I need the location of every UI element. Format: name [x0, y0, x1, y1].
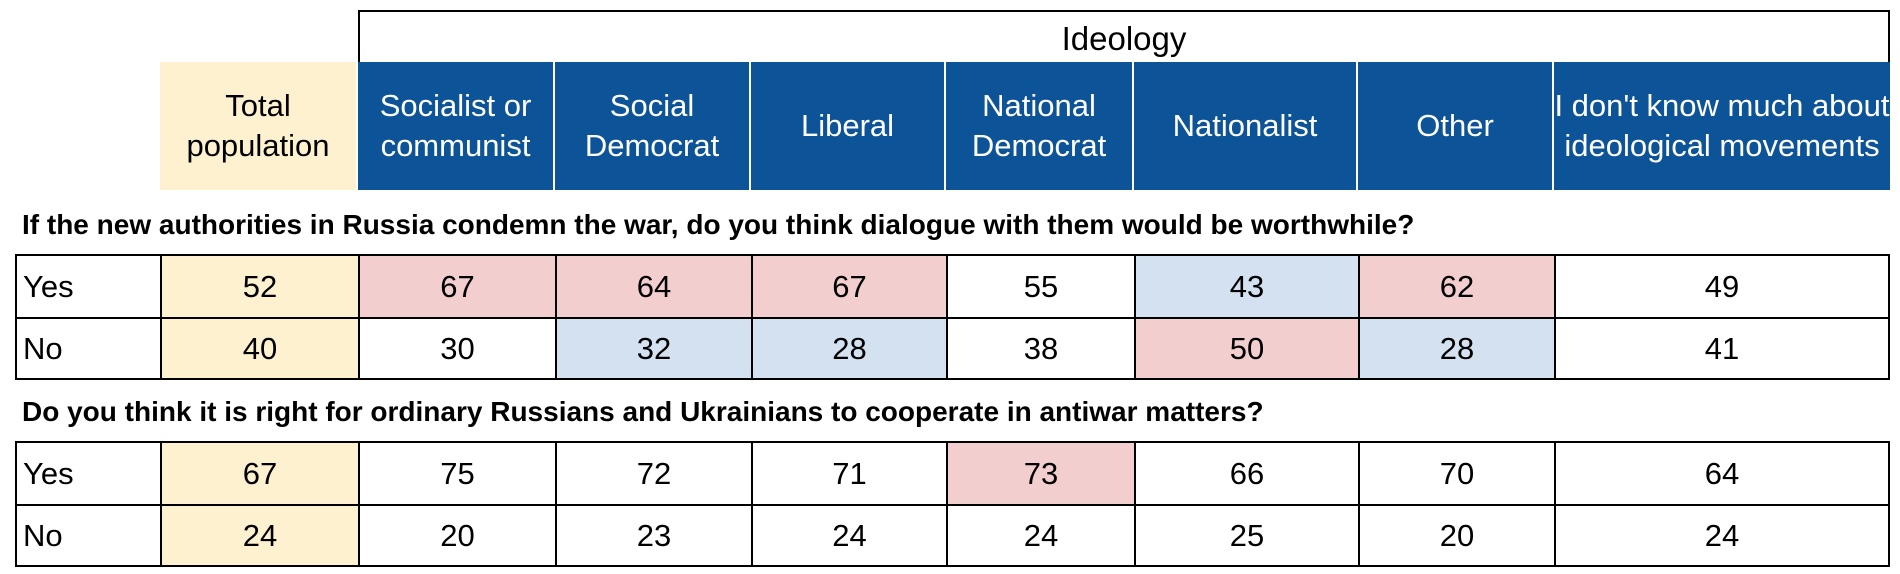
row-label-yes: Yes	[15, 441, 160, 504]
table-cell: 71	[751, 441, 946, 504]
table-cell: 67	[358, 254, 555, 317]
question-2: Do you think it is right for ordinary Ru…	[22, 396, 1264, 428]
table-cell: 40	[160, 317, 358, 380]
table-cell: 32	[555, 317, 751, 380]
column-header-4: National Democrat	[946, 62, 1134, 190]
table-cell: 49	[1554, 254, 1890, 317]
table-cell: 24	[946, 504, 1134, 567]
column-header-1: Socialist or communist	[358, 62, 555, 190]
table-cell: 72	[555, 441, 751, 504]
column-header-3: Liberal	[751, 62, 946, 190]
table-cell: 30	[358, 317, 555, 380]
question-1: If the new authorities in Russia condemn…	[22, 209, 1415, 241]
table-cell: 70	[1358, 441, 1554, 504]
table-cell: 28	[751, 317, 946, 380]
table-cell: 66	[1134, 441, 1358, 504]
table-cell: 43	[1134, 254, 1358, 317]
table-cell: 67	[751, 254, 946, 317]
table-cell: 24	[751, 504, 946, 567]
row-label-yes: Yes	[15, 254, 160, 317]
table-cell: 38	[946, 317, 1134, 380]
column-header-2: Social Democrat	[555, 62, 751, 190]
column-header-6: Other	[1358, 62, 1554, 190]
row-label-no: No	[15, 317, 160, 380]
table-cell: 20	[1358, 504, 1554, 567]
table-cell: 24	[1554, 504, 1890, 567]
row-label-no: No	[15, 504, 160, 567]
table-cell: 23	[555, 504, 751, 567]
table-cell: 24	[160, 504, 358, 567]
table-cell: 41	[1554, 317, 1890, 380]
column-header-5: Nationalist	[1134, 62, 1358, 190]
column-header-7: I don't know much about ideological move…	[1554, 62, 1890, 190]
table-cell: 52	[160, 254, 358, 317]
column-header-0: Total population	[160, 62, 358, 190]
table-cell: 75	[358, 441, 555, 504]
table-cell: 64	[1554, 441, 1890, 504]
table-cell: 64	[555, 254, 751, 317]
table-cell: 73	[946, 441, 1134, 504]
table-cell: 67	[160, 441, 358, 504]
table-cell: 55	[946, 254, 1134, 317]
table-cell: 62	[1358, 254, 1554, 317]
table-cell: 20	[358, 504, 555, 567]
table-cell: 28	[1358, 317, 1554, 380]
table-cell: 25	[1134, 504, 1358, 567]
ideology-group-header: Ideology	[358, 10, 1890, 62]
table-cell: 50	[1134, 317, 1358, 380]
